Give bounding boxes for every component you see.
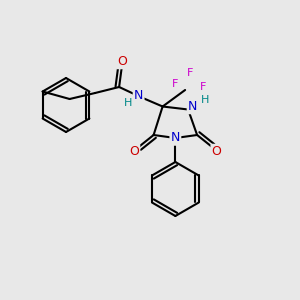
Text: H: H	[200, 95, 209, 106]
Text: H: H	[124, 98, 132, 108]
Text: F: F	[186, 68, 193, 79]
Text: O: O	[117, 55, 127, 68]
Text: O: O	[129, 145, 139, 158]
Text: F: F	[171, 79, 178, 89]
Text: O: O	[212, 145, 222, 158]
Text: N: N	[188, 100, 197, 113]
Text: N: N	[134, 89, 143, 103]
Text: N: N	[171, 131, 180, 145]
Text: F: F	[200, 82, 206, 92]
